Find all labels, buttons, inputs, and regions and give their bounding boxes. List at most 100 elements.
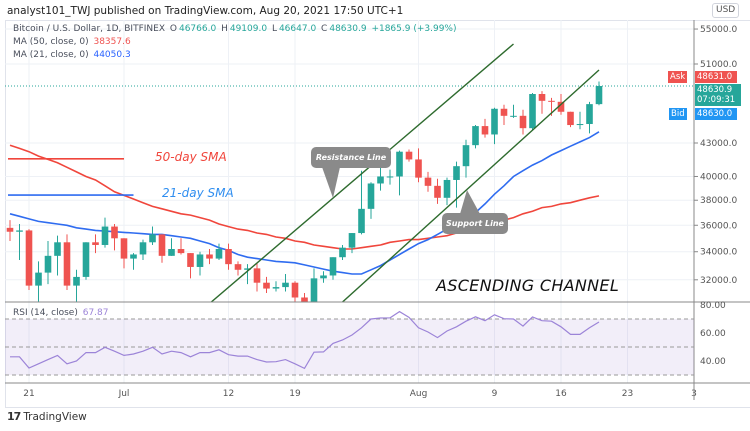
- candle-up: [586, 104, 593, 125]
- rsi-legend[interactable]: RSI (14, close) 67.87: [13, 308, 111, 318]
- candle-up: [472, 126, 479, 146]
- tradingview-logo-icon: 17: [7, 410, 21, 423]
- candle-up: [462, 145, 470, 167]
- candle-down: [263, 282, 270, 289]
- open-label: O: [169, 24, 177, 34]
- candle-up: [82, 242, 90, 277]
- bid-tag: Bid: [669, 108, 687, 120]
- ma50-label: MA (50, close, 0): [13, 37, 89, 47]
- high-value: 49109.0: [229, 24, 268, 34]
- date-tick-label: 16: [555, 389, 567, 399]
- date-tick-label: 23: [622, 389, 633, 399]
- symbol-legend: Bitcoin / U.S. Dollar, 1D, BITFINEX O 467…: [13, 24, 459, 34]
- rsi-value: 67.87: [82, 308, 109, 318]
- rsi-label: RSI (14, close): [13, 308, 78, 318]
- date-tick-label: Aug: [410, 389, 428, 399]
- candle-up: [396, 151, 403, 177]
- ma21-value: 44050.3: [93, 50, 131, 60]
- candle-down: [481, 126, 489, 135]
- candle-down: [567, 111, 574, 126]
- candle-down: [92, 242, 99, 245]
- candle-down: [120, 238, 128, 259]
- candle-up: [510, 115, 517, 117]
- candle-up: [595, 86, 603, 105]
- candle-down: [557, 101, 565, 112]
- candle-down: [234, 264, 242, 270]
- candle-down: [158, 234, 166, 256]
- last-price: 48630.9: [697, 85, 733, 95]
- footer: 17 TradingView: [7, 410, 87, 423]
- candle-up: [377, 176, 384, 184]
- ma21-legend[interactable]: MA (21, close, 0) 44050.3: [13, 50, 133, 60]
- candle-up: [320, 275, 327, 279]
- candle-up: [453, 166, 460, 180]
- currency-button[interactable]: USD: [712, 3, 740, 18]
- candle-down: [206, 254, 213, 259]
- publish-line: analyst101_TWJ published on TradingView.…: [7, 5, 404, 17]
- ma50-value: 38357.6: [93, 37, 131, 47]
- candle-up: [310, 278, 318, 302]
- candle-up: [139, 242, 147, 255]
- candle-up: [149, 234, 156, 243]
- price-tick-label: 36000.0: [700, 221, 737, 231]
- candle-up: [529, 94, 536, 129]
- candle-up: [168, 249, 175, 256]
- candle-down: [63, 242, 71, 286]
- candle-up: [196, 254, 204, 267]
- candle-up: [272, 287, 280, 289]
- date-tick-label: 9: [492, 389, 498, 399]
- price-tick-label: 38000.0: [700, 196, 737, 206]
- high-label: H: [221, 24, 228, 34]
- support-callout-pointer: [460, 190, 480, 214]
- ma50-legend[interactable]: MA (50, close, 0) 38357.6: [13, 37, 133, 47]
- support-callout[interactable]: Support Line: [442, 213, 508, 234]
- resistance-callout[interactable]: Resistance Line: [311, 147, 391, 168]
- date-tick-label: 19: [289, 389, 301, 399]
- candle-down: [405, 151, 413, 160]
- bid-price: 48630.0: [695, 108, 737, 120]
- support-channel-line: [342, 69, 600, 302]
- candle-down: [548, 100, 555, 102]
- candle-down: [538, 94, 546, 101]
- sma50-annotation: 50-day SMA: [155, 150, 227, 164]
- last-price-tag: 48630.9 07:09:31: [695, 84, 741, 106]
- ask-tag: Ask: [668, 71, 688, 83]
- candle-up: [491, 108, 498, 135]
- candle-down: [301, 297, 308, 302]
- candle-down: [177, 249, 185, 254]
- candle-down: [187, 253, 194, 267]
- candle-up: [73, 276, 80, 286]
- ma21-label: MA (21, close, 0): [13, 50, 89, 60]
- price-tick-label: 43000.0: [700, 139, 737, 149]
- bar-countdown: 07:09:31: [697, 95, 736, 105]
- low-label: L: [271, 24, 277, 34]
- date-tick-label: 12: [223, 389, 234, 399]
- price-tick-label: 51000.0: [700, 60, 737, 70]
- candle-up: [329, 257, 337, 276]
- symbol-name[interactable]: Bitcoin / U.S. Dollar, 1D, BITFINEX: [13, 24, 165, 34]
- candle-down: [6, 227, 14, 232]
- ascending-channel-annotation: ASCENDING CHANNEL: [436, 276, 620, 295]
- candle-up: [44, 255, 52, 273]
- price-tick-label: 55000.0: [700, 25, 737, 35]
- candle-up: [16, 230, 23, 232]
- candle-up: [282, 282, 289, 288]
- candle-up: [35, 272, 42, 286]
- price-tick-label: 34000.0: [700, 248, 737, 258]
- price-tick-label: 32000.0: [700, 276, 737, 286]
- chart-frame: [5, 20, 750, 408]
- sma21-annotation: 21-day SMA: [162, 186, 234, 200]
- candle-down: [500, 108, 508, 116]
- footer-brand[interactable]: TradingView: [23, 410, 87, 423]
- price-tick-label: 40000.0: [700, 172, 737, 182]
- candle-up: [443, 179, 451, 198]
- candle-down: [111, 226, 118, 239]
- low-value: 46647.0: [278, 24, 317, 34]
- candle-down: [434, 185, 441, 198]
- candle-down: [253, 268, 261, 283]
- rsi-tick-label: 80.00: [700, 301, 726, 311]
- candle-up: [101, 226, 109, 245]
- rsi-line: [10, 310, 600, 370]
- candle-up: [576, 124, 584, 126]
